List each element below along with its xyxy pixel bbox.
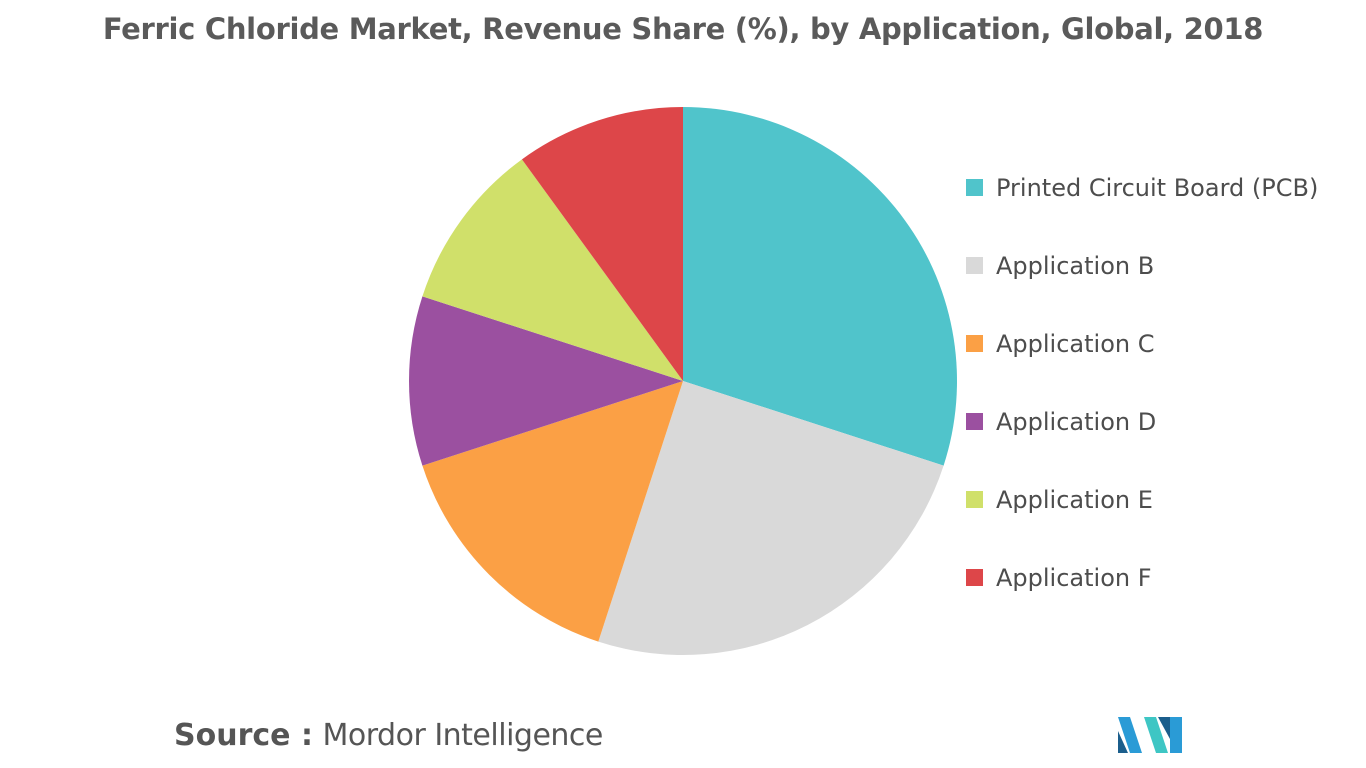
pie-slice-4 bbox=[409, 296, 683, 466]
legend-item: Application B bbox=[966, 244, 1318, 322]
legend-swatch bbox=[966, 179, 983, 196]
legend-item: Application E bbox=[966, 478, 1318, 556]
legend-label: Application B bbox=[996, 252, 1155, 280]
legend-label: Application C bbox=[996, 330, 1155, 358]
source-note: Source : Mordor Intelligence bbox=[174, 718, 603, 753]
legend-swatch bbox=[966, 257, 983, 274]
legend-label: Application D bbox=[996, 408, 1157, 436]
source-label: Source : bbox=[174, 718, 313, 753]
pie-slice-2 bbox=[598, 381, 944, 656]
logo-shape-left bbox=[1118, 717, 1142, 753]
logo-shape-center bbox=[1144, 717, 1168, 753]
chart-legend: Printed Circuit Board (PCB) Application B… bbox=[966, 166, 1318, 634]
legend-swatch bbox=[966, 335, 983, 352]
legend-swatch bbox=[966, 413, 983, 430]
pie-slice-6 bbox=[521, 107, 683, 381]
logo-shape-right bbox=[1170, 717, 1182, 753]
legend-item: Application C bbox=[966, 322, 1318, 400]
pie-slice-3 bbox=[422, 381, 683, 642]
pie-slice-1 bbox=[683, 107, 958, 466]
pie-slice-5 bbox=[422, 159, 683, 381]
logo-shape-accent bbox=[1158, 717, 1170, 739]
source-value: Mordor Intelligence bbox=[322, 718, 604, 753]
legend-label: Printed Circuit Board (PCB) bbox=[996, 174, 1319, 202]
pie-slices bbox=[409, 107, 958, 656]
legend-label: Application F bbox=[996, 564, 1152, 592]
chart-title: Ferric Chloride Market, Revenue Share (%… bbox=[102, 12, 1264, 46]
legend-item: Printed Circuit Board (PCB) bbox=[966, 166, 1318, 244]
legend-item: Application F bbox=[966, 556, 1318, 634]
legend-item: Application D bbox=[966, 400, 1318, 478]
legend-label: Application E bbox=[996, 486, 1153, 514]
mordor-intelligence-logo-icon bbox=[1118, 717, 1192, 757]
logo-shape-mid bbox=[1118, 731, 1128, 753]
legend-swatch bbox=[966, 491, 983, 508]
legend-swatch bbox=[966, 569, 983, 586]
